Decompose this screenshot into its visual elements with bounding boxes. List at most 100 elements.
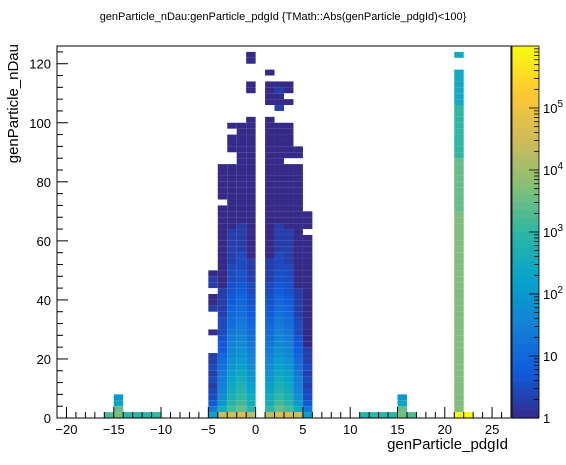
heatmap-cell	[284, 347, 294, 354]
heatmap-cell	[236, 288, 247, 294]
heatmap-cell	[302, 252, 313, 259]
heatmap-cell	[284, 205, 294, 212]
colorbar-band	[512, 194, 539, 203]
heatmap-cell	[208, 329, 218, 336]
heatmap-cell	[227, 175, 237, 182]
x-axis-label: genParticle_pdgId	[387, 436, 508, 453]
heatmap-cell	[378, 412, 389, 418]
heatmap-cell	[454, 211, 464, 218]
heatmap-cell	[265, 193, 275, 200]
heatmap-cell	[217, 240, 228, 247]
heatmap-cell	[293, 370, 303, 377]
heatmap-cell	[454, 205, 464, 212]
heatmap-cell	[293, 175, 303, 182]
heatmap-cell	[236, 341, 247, 348]
heatmap-cell	[454, 305, 464, 312]
heatmap-cell	[217, 205, 228, 212]
heatmap-cell	[246, 394, 256, 401]
heatmap-cell	[208, 294, 218, 300]
heatmap-cell	[302, 317, 313, 324]
heatmap-cell	[246, 240, 256, 247]
heatmap-cell	[236, 382, 247, 389]
heatmap-cell	[454, 299, 464, 306]
heatmap-cell	[265, 229, 275, 235]
heatmap-cell	[246, 299, 256, 306]
heatmap-cell	[274, 217, 284, 224]
heatmap-cell	[246, 412, 256, 418]
heatmap-cell	[217, 246, 228, 253]
heatmap-cell	[274, 199, 284, 206]
heatmap-cell	[265, 376, 275, 383]
heatmap-cell	[265, 122, 275, 129]
colorbar-band	[512, 336, 539, 345]
x-tick-label: −5	[201, 422, 216, 437]
heatmap-cell	[454, 412, 464, 418]
heatmap-cell	[274, 294, 284, 300]
heatmap-cell	[274, 105, 284, 111]
heatmap-cell	[265, 234, 275, 241]
heatmap-cell	[284, 382, 294, 389]
colorbar-band	[512, 179, 539, 188]
colorbar-band	[512, 135, 539, 144]
heatmap-cell	[246, 364, 256, 371]
heatmap-cell	[284, 376, 294, 383]
heatmap-cell	[388, 412, 398, 418]
heatmap-cell	[454, 175, 464, 182]
heatmap-cell	[302, 370, 313, 377]
heatmap-cell	[293, 347, 303, 354]
heatmap-cell	[274, 205, 284, 212]
heatmap-cell	[274, 240, 284, 247]
heatmap-cell	[293, 146, 303, 153]
heatmap-cell	[293, 388, 303, 395]
heatmap-cell	[227, 211, 237, 218]
heatmap-cell	[246, 335, 256, 342]
heatmap-cell	[274, 122, 284, 129]
heatmap-cell	[227, 122, 237, 129]
heatmap-cell	[284, 353, 294, 359]
heatmap-cell	[293, 382, 303, 389]
heatmap-cell	[227, 134, 237, 141]
heatmap-cell	[302, 406, 313, 413]
heatmap-cell	[302, 341, 313, 348]
heatmap-cell	[236, 358, 247, 365]
heatmap-cell	[274, 400, 284, 407]
heatmap-cell	[302, 223, 313, 230]
colorbar-band	[512, 388, 539, 397]
heatmap-cell	[293, 199, 303, 206]
heatmap-cell	[454, 288, 464, 294]
heatmap-cell	[454, 341, 464, 348]
y-tick-label: 40	[37, 293, 51, 308]
heatmap-cell	[227, 382, 237, 389]
heatmap-cell	[227, 400, 237, 407]
heatmap-cell	[284, 211, 294, 218]
heatmap-cell	[265, 69, 275, 76]
heatmap-cell	[236, 229, 247, 235]
heatmap-cell	[454, 193, 464, 200]
x-tick-label: −10	[150, 422, 172, 437]
heatmap-cell	[284, 276, 294, 283]
heatmap-cell	[284, 305, 294, 312]
heatmap-cell	[246, 258, 256, 265]
heatmap-cell	[217, 217, 228, 224]
heatmap-cell	[265, 347, 275, 354]
heatmap-cell	[227, 181, 237, 188]
heatmap-cell	[265, 412, 275, 418]
heatmap-cell	[274, 388, 284, 395]
heatmap-cell	[236, 170, 247, 176]
heatmap-cell	[274, 93, 284, 100]
heatmap-cell	[217, 323, 228, 330]
heatmap-cell	[454, 353, 464, 359]
heatmap-cell	[302, 276, 313, 283]
heatmap-cell	[236, 400, 247, 407]
heatmap-cell	[265, 323, 275, 330]
heatmap-cell	[236, 347, 247, 354]
heatmap-cell	[227, 199, 237, 206]
colorbar-band	[512, 202, 539, 211]
colorbar-band	[512, 410, 539, 419]
heatmap-cell	[236, 240, 247, 247]
heatmap-cell	[217, 299, 228, 306]
y-tick-label: 60	[37, 234, 51, 249]
heatmap-cell	[302, 217, 313, 224]
heatmap-cell	[274, 234, 284, 241]
